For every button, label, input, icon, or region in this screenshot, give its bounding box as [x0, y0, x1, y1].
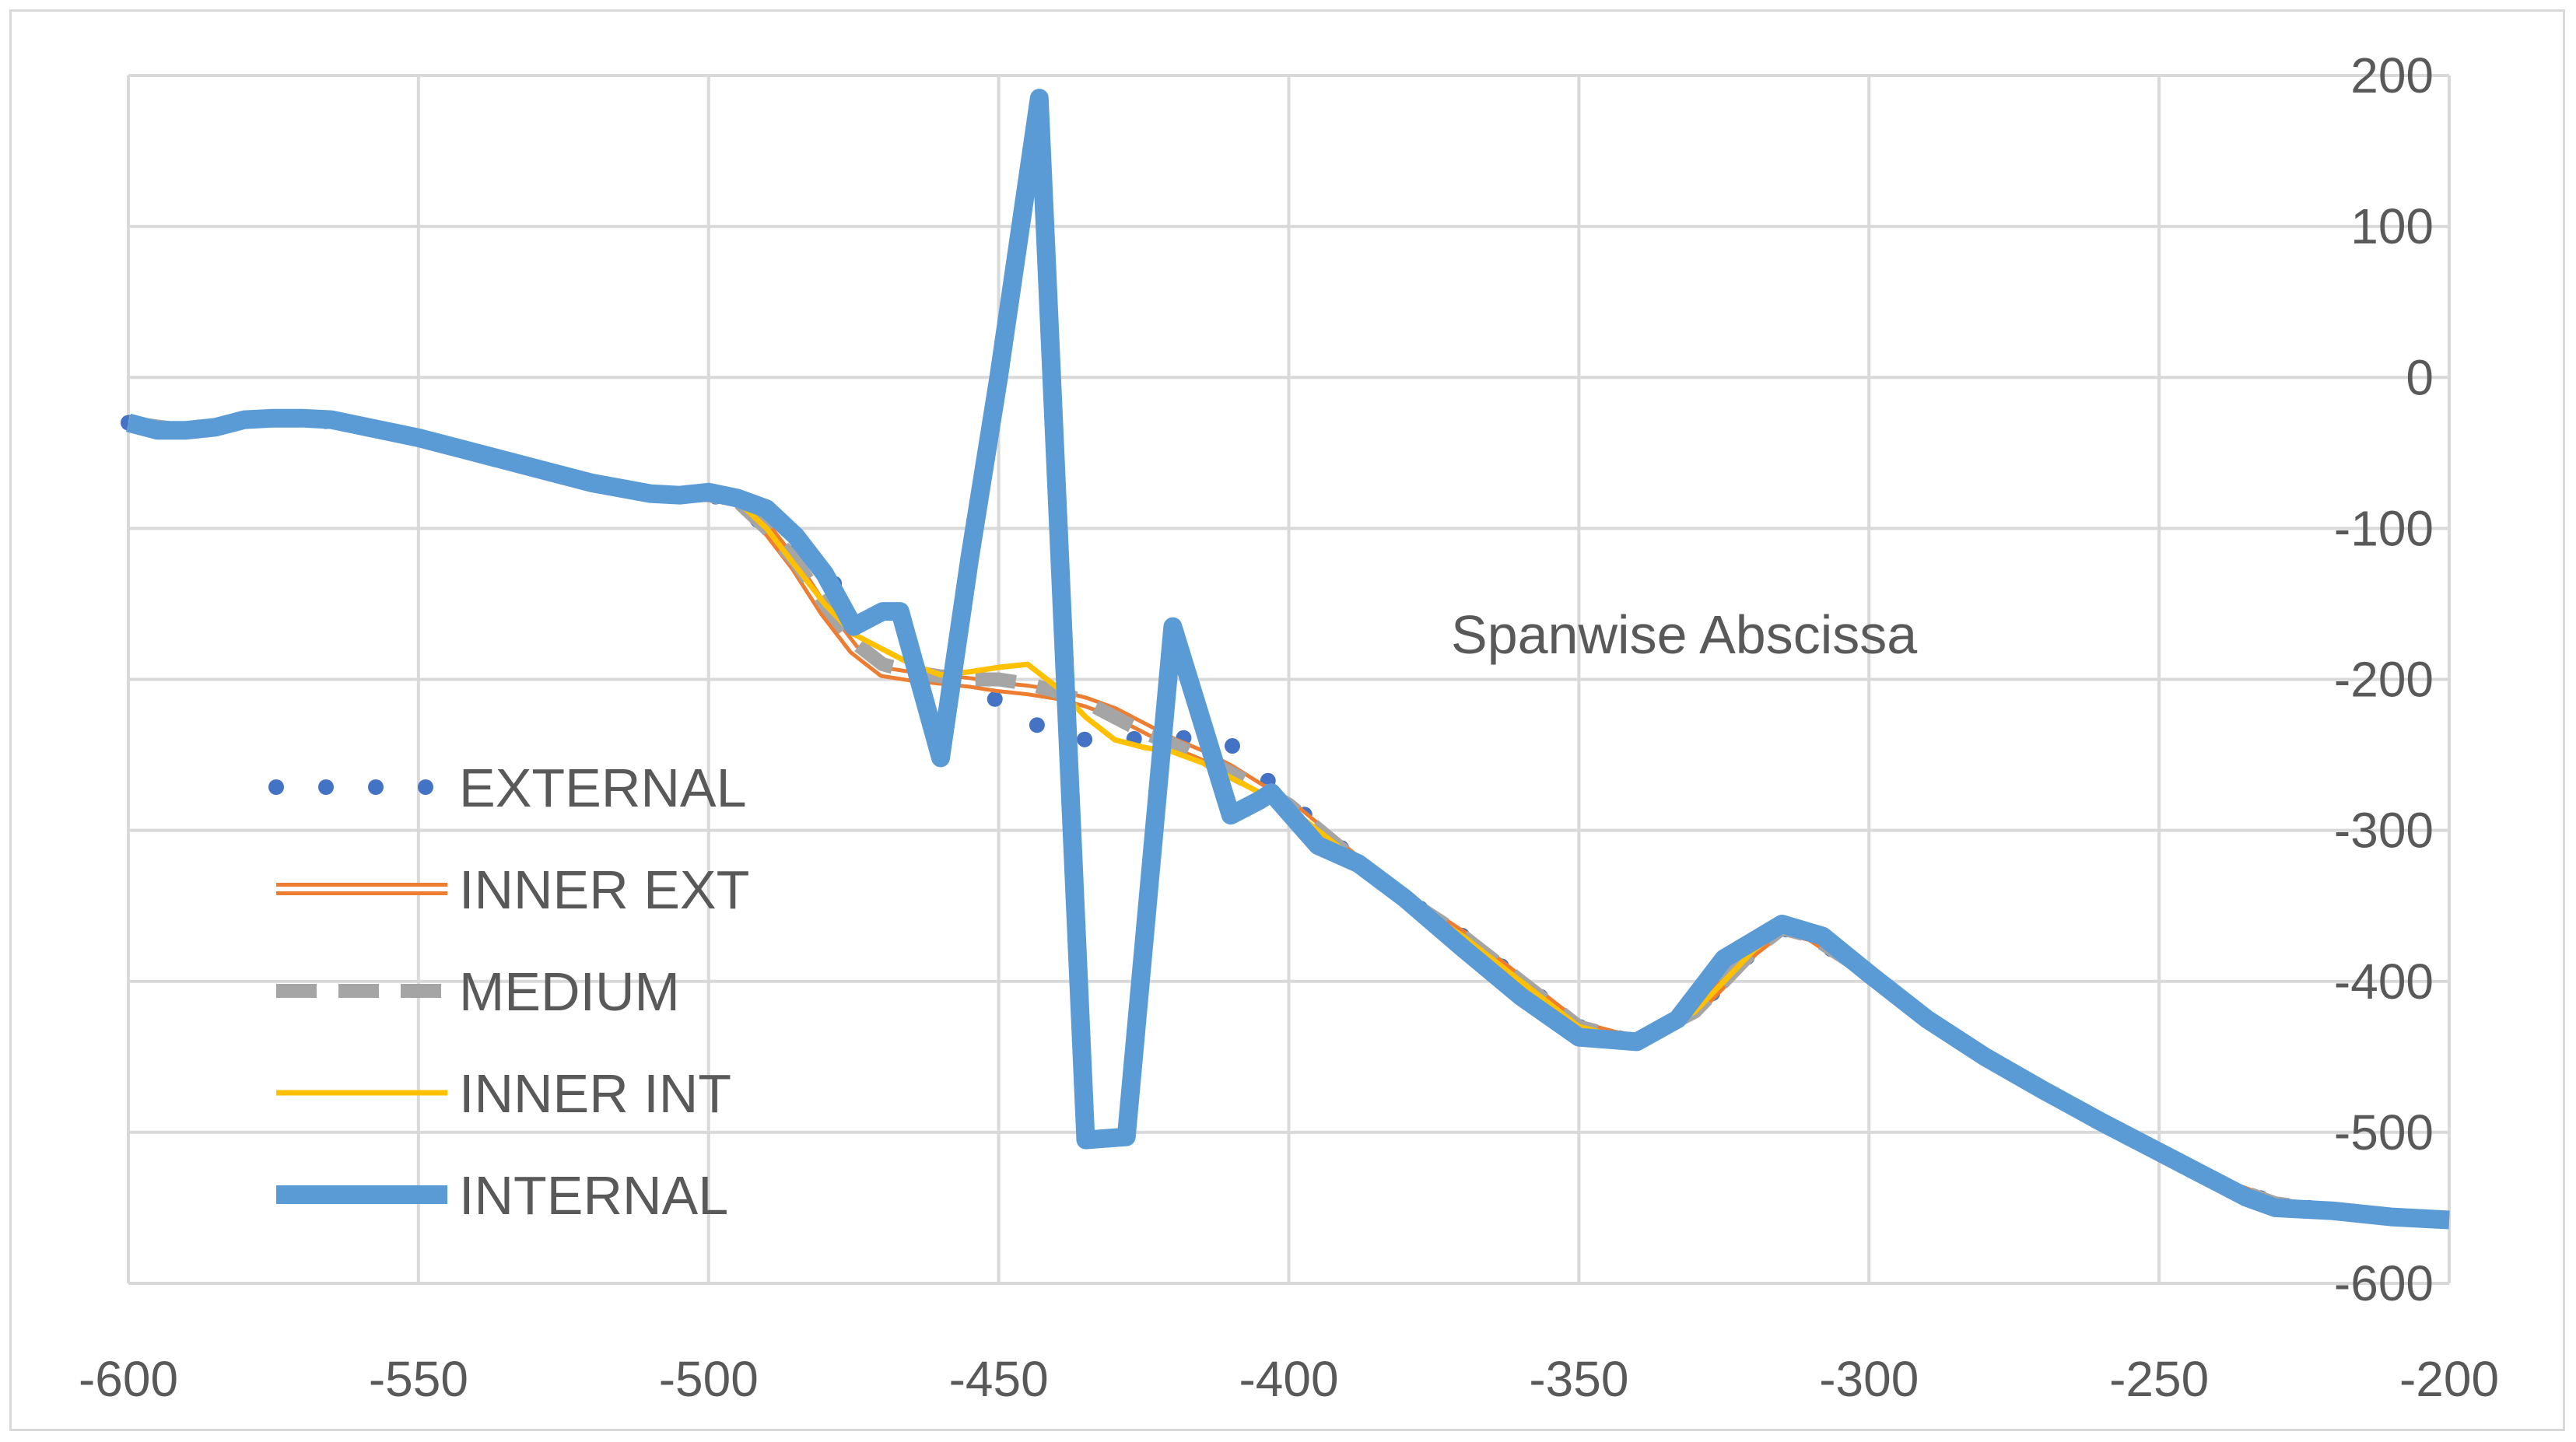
series-line — [125, 89, 2450, 1230]
y-tick-label: -400 — [2334, 954, 2434, 1010]
legend-label: INNER INT — [459, 1063, 731, 1124]
legend-label: INNER EXT — [459, 859, 749, 920]
x-tick-label: -500 — [659, 1351, 759, 1407]
series-internal — [125, 89, 2450, 1230]
legend-item: INTERNAL — [276, 1165, 728, 1226]
x-tick-label: -200 — [2399, 1351, 2499, 1407]
tick-labels: -600 -550 -500 -450 -400 -350 -300 -250 -200 -600… — [79, 47, 2499, 1407]
y-tick-label: -100 — [2334, 500, 2434, 556]
x-tick-label: -300 — [1819, 1351, 1919, 1407]
y-tick-label: 0 — [2406, 349, 2434, 405]
legend-label: MEDIUM — [459, 961, 680, 1022]
legend-label: INTERNAL — [459, 1165, 728, 1226]
y-tick-label: 100 — [2350, 198, 2434, 254]
y-tick-label: -500 — [2334, 1104, 2434, 1160]
x-tick-label: -550 — [369, 1351, 468, 1407]
y-tick-label: -200 — [2334, 652, 2434, 708]
legend-label: EXTERNAL — [459, 758, 747, 818]
y-tick-label: -300 — [2334, 803, 2434, 859]
chart-frame — [9, 9, 2565, 1431]
legend-item: EXTERNAL — [268, 758, 747, 818]
chart-annotation: Spanwise Abscissa — [1451, 604, 1917, 665]
series-lines — [121, 89, 2457, 1230]
legend-item: INNER INT — [276, 1063, 731, 1124]
legend: EXTERNAL INNER EXT MEDIUM INNER INT INTERNAL — [268, 758, 749, 1226]
x-tick-label: -400 — [1239, 1351, 1338, 1407]
y-tick-label: 200 — [2350, 47, 2434, 103]
x-tick-label: -600 — [79, 1351, 178, 1407]
y-tick-label: -600 — [2334, 1255, 2434, 1311]
x-tick-label: -350 — [1529, 1351, 1628, 1407]
legend-item: INNER EXT — [276, 859, 749, 920]
x-tick-label: -450 — [949, 1351, 1049, 1407]
legend-item: MEDIUM — [276, 961, 680, 1022]
gridlines — [127, 74, 2451, 1285]
x-tick-label: -250 — [2109, 1351, 2209, 1407]
